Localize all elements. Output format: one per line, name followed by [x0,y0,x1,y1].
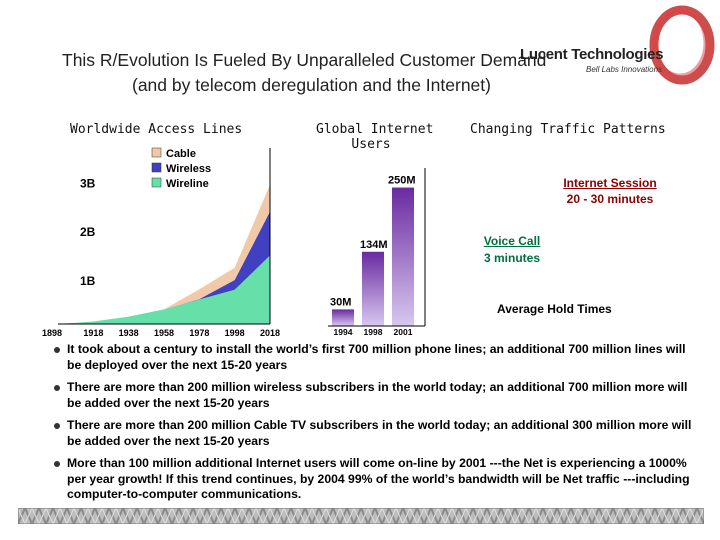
logo-subtitle: Bell Labs Innovations [586,65,663,74]
bar-data-label: 250M [388,175,416,187]
bullet-dot-icon [54,347,60,353]
x-tick-label: 1998 [225,328,245,338]
logo-title: Lucent Technologies [520,46,664,63]
bar-1994 [332,309,354,326]
voice-call-label: Voice Call [483,234,541,248]
voice-call-value: 3 minutes [483,251,540,265]
x-tick-label: 1958 [154,328,174,338]
bullet-text: It took about a century to install the w… [67,342,686,372]
x-tick-label: 1998 [364,327,383,337]
bullet-item: There are more than 200 million Cable TV… [54,418,694,449]
slide-title-line1: This R/Evolution Is Fueled By Unparallel… [62,50,547,70]
slide-title-line2: (and by telecom deregulation and the Int… [132,75,491,95]
y-tick-label: 3B [80,176,96,190]
internet-session-label: Internet Session [563,176,657,190]
internet-users-chart: 30M 1994 134M 1998 250M 2001 [328,168,426,337]
legend-label: Wireline [166,178,209,190]
traffic-patterns-heading: Changing Traffic Patterns [470,122,666,137]
average-hold-times-label: Average Hold Times [497,302,612,316]
bullet-item: It took about a century to install the w… [54,342,694,373]
lucent-logo: Lucent Technologies Bell Labs Innovation… [520,38,664,88]
x-tick-label: 1898 [42,328,62,338]
bar-data-label: 134M [360,239,388,251]
bullet-item: There are more than 200 million wireless… [54,380,694,411]
area-series-cable [58,184,270,324]
bar-data-label: 30M [330,296,351,308]
x-tick-label: 1938 [119,328,139,338]
internet-session-value: 20 - 30 minutes [566,192,654,206]
access-lines-heading: Worldwide Access Lines [70,122,243,137]
x-tick-label: 1978 [189,328,209,338]
logo-circle-icon [649,5,715,85]
bullet-item: More than 100 million additional Interne… [54,456,694,503]
internet-users-heading-line2: Users [351,137,391,152]
y-tick-label: 1B [80,274,96,288]
area-series-wireline [58,255,270,324]
bullet-dot-icon [54,461,60,467]
legend-swatch-wireline [151,177,162,188]
internet-users-heading-line1: Global Internet [316,122,434,137]
y-tick-label: 2B [80,225,96,239]
bullet-text: There are more than 200 million wireless… [67,380,688,410]
x-tick-label: 2018 [260,328,280,338]
x-tick-label: 1918 [83,328,103,338]
bullet-dot-icon [54,423,60,429]
legend-swatch-wireless [151,162,162,173]
bullet-list: It took about a century to install the w… [54,342,694,510]
bar-1998 [362,251,384,326]
bar-2001 [392,187,414,326]
legend-label: Wireless [166,163,211,175]
bullet-text: More than 100 million additional Interne… [67,456,690,501]
x-tick-label: 1994 [334,327,353,337]
bullet-dot-icon [54,385,60,391]
legend-swatch-cable [151,147,162,158]
internet-users-heading: Global Internet Users [316,122,434,152]
access-lines-chart: 1B 2B 3B 1898 1918 1938 1958 1978 1998 2018 Cable W… [42,147,280,338]
decorative-footer-band [18,508,704,524]
x-tick-label: 2001 [394,327,413,337]
legend-label: Cable [166,148,196,160]
bullet-text: There are more than 200 million Cable TV… [67,418,692,448]
